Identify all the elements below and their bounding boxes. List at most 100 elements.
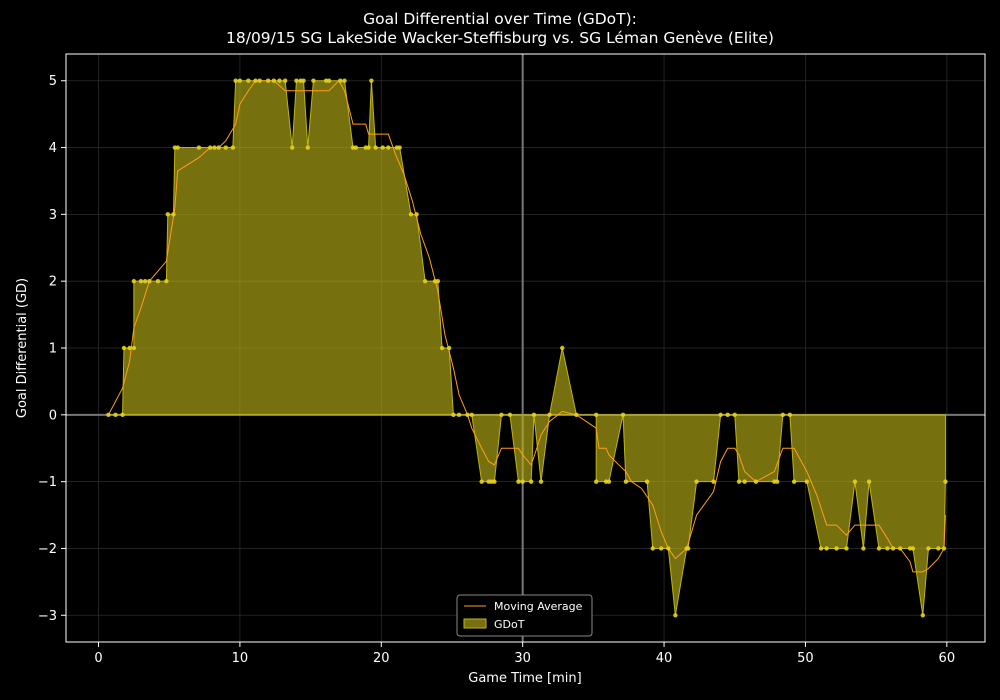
- gdot-point-29: [277, 78, 282, 83]
- x-tick-label-10: 10: [232, 651, 249, 666]
- gdot-point-40: [342, 78, 347, 83]
- gdot-point-36: [311, 78, 316, 83]
- gdot-point-46: [373, 145, 378, 150]
- gdot-point-73: [547, 412, 552, 418]
- gdot-point-116: [920, 613, 925, 618]
- gdot-point-93: [732, 412, 737, 418]
- gdot-point-100: [787, 412, 793, 418]
- gdot-point-81: [623, 479, 629, 484]
- gdot-point-4: [127, 345, 132, 351]
- gdot-point-85: [666, 546, 671, 551]
- gdot-point-13: [171, 212, 176, 217]
- gdot-point-44: [366, 145, 371, 150]
- gdot-point-30: [282, 78, 288, 83]
- chart-subtitle: 18/09/15 SG LakeSide Wacker-Steffisburg …: [226, 29, 774, 47]
- gdot-point-17: [208, 145, 213, 150]
- gdot-point-55: [435, 278, 441, 284]
- gdot-point-91: [718, 412, 723, 418]
- gdot-point-12: [165, 212, 170, 217]
- plot-area: [106, 78, 948, 618]
- gdot-point-45: [369, 78, 374, 83]
- legend-moving-average-label: Moving Average: [494, 600, 583, 613]
- gdot-point-3: [121, 345, 127, 351]
- gdot-point-42: [353, 145, 359, 150]
- y-tick-label-2: 2: [49, 275, 57, 290]
- gdot-point-119: [941, 546, 947, 551]
- gdot-point-11: [164, 278, 169, 284]
- gdot-point-102: [804, 479, 810, 484]
- gdot-point-8: [142, 278, 148, 284]
- legend: Moving Average GDoT: [456, 594, 593, 637]
- gdot-point-27: [265, 78, 271, 83]
- gdot-point-115: [910, 546, 916, 551]
- gdot-point-84: [659, 546, 664, 551]
- gdot-point-96: [753, 479, 759, 484]
- gdot-point-108: [861, 546, 866, 551]
- y-tick-label-1: 1: [49, 342, 57, 357]
- gdot-point-57: [446, 345, 452, 351]
- gdot-point-52: [414, 212, 419, 217]
- gdot-point-117: [926, 546, 931, 551]
- gdot-point-103: [818, 546, 824, 551]
- gdot-point-28: [271, 78, 277, 83]
- gdot-point-5: [131, 345, 137, 351]
- gdot-point-23: [237, 78, 243, 83]
- gdot-point-89: [694, 479, 699, 484]
- gdot-point-94: [736, 479, 742, 484]
- x-tick-label-50: 50: [797, 651, 814, 666]
- gdot-point-59: [456, 412, 462, 418]
- gdot-point-80: [620, 412, 626, 418]
- gdot-point-70: [528, 479, 534, 484]
- gdot-point-113: [897, 546, 903, 551]
- gdot-point-69: [520, 479, 525, 484]
- gdot-point-31: [290, 145, 295, 150]
- gdot-point-47: [380, 145, 385, 150]
- legend-box: [456, 594, 593, 637]
- gdot-point-74: [560, 345, 565, 351]
- y-tick-label-0: 0: [49, 408, 57, 423]
- gdot-point-92: [725, 412, 730, 418]
- gdot-point-66: [499, 412, 504, 418]
- gdot-point-6: [131, 278, 137, 284]
- gdot-point-72: [538, 479, 544, 484]
- moving-average-line: [107, 79, 946, 573]
- gdot-point-101: [791, 479, 797, 484]
- gdot-point-20: [223, 145, 228, 150]
- gdot-point-50: [397, 145, 402, 150]
- gdot-point-38: [326, 78, 332, 83]
- y-tick-label--1: −1: [38, 475, 57, 490]
- gdot-point-0: [106, 412, 111, 418]
- gdot-point-118: [936, 546, 941, 551]
- gdot-point-90: [711, 479, 716, 484]
- gdot-point-9: [147, 278, 152, 284]
- gdot-point-21: [230, 145, 236, 150]
- y-tick-label-5: 5: [49, 74, 57, 89]
- gdot-point-83: [650, 546, 655, 551]
- gdot-point-51: [408, 212, 414, 217]
- gdot-point-105: [834, 546, 839, 551]
- x-axis-label: Game Time [min]: [468, 671, 581, 686]
- gdot-point-39: [338, 78, 343, 83]
- gdot-point-22: [233, 78, 238, 83]
- gdot-point-16: [196, 145, 202, 150]
- gdot-point-7: [138, 278, 144, 284]
- gdot-point-68: [516, 479, 521, 484]
- y-tick-label-4: 4: [49, 141, 57, 156]
- gdot-point-82: [644, 479, 650, 484]
- gdot-point-65: [492, 479, 497, 484]
- gdot-point-58: [451, 412, 456, 418]
- y-tick-label--3: −3: [38, 609, 57, 624]
- gdot-point-111: [885, 546, 890, 551]
- y-tick-label--2: −2: [38, 542, 57, 557]
- gdot-point-15: [175, 145, 180, 150]
- gdot-point-24: [246, 78, 251, 83]
- gdot-point-56: [439, 345, 445, 351]
- gdot-point-25: [253, 78, 258, 83]
- gdot-point-99: [780, 412, 786, 418]
- gdot-point-109: [866, 479, 872, 484]
- gdot-point-1: [113, 412, 118, 418]
- y-axis-label: Goal Differential (GD): [15, 278, 30, 418]
- gdot-point-107: [852, 479, 858, 484]
- legend-gdot-label: GDoT: [494, 618, 525, 631]
